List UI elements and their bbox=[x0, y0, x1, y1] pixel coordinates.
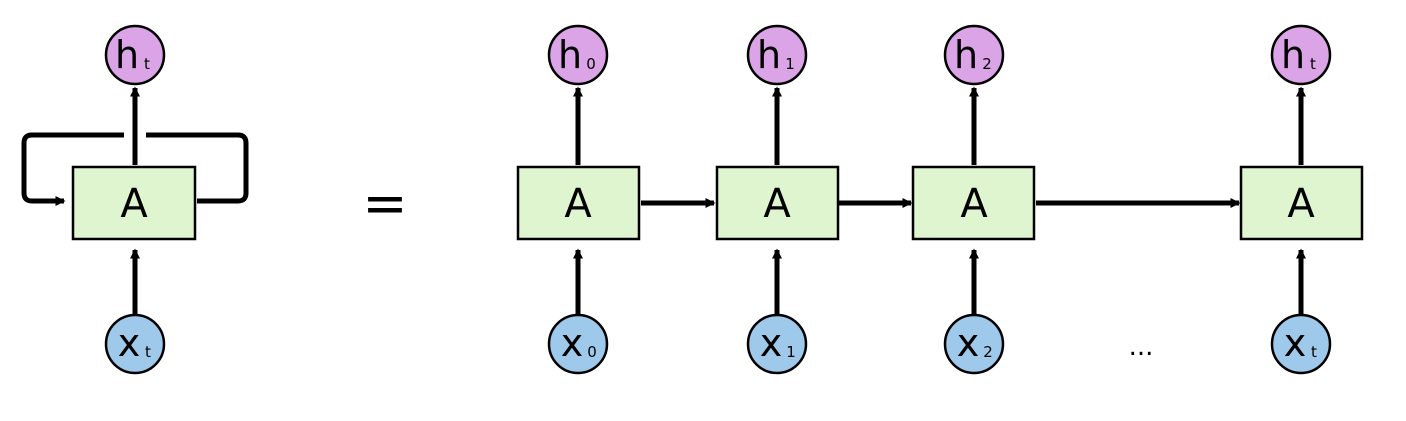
input-subscript: t bbox=[145, 343, 151, 361]
output-letter: h bbox=[115, 33, 139, 77]
output-node bbox=[943, 24, 1005, 86]
rnn-cell bbox=[71, 165, 197, 241]
rnn-cell bbox=[1239, 165, 1364, 241]
cell-label: A bbox=[1287, 181, 1315, 227]
output-subscript: 2 bbox=[982, 55, 992, 73]
output-subscript: t bbox=[1310, 55, 1316, 73]
output-node bbox=[1270, 24, 1332, 86]
output-letter: h bbox=[757, 33, 781, 77]
time-step-1: A h 1 x 1 bbox=[715, 24, 840, 375]
input-letter: x bbox=[760, 321, 783, 365]
input-letter: x bbox=[1284, 321, 1307, 365]
output-subscript: 1 bbox=[785, 55, 795, 73]
rolled-rnn: A h t x t bbox=[21, 24, 249, 375]
input-subscript: 0 bbox=[587, 343, 597, 361]
input-subscript: 2 bbox=[983, 343, 993, 361]
svg-text:h: h bbox=[115, 33, 139, 77]
rnn-cell bbox=[911, 165, 1036, 241]
output-letter: h bbox=[558, 33, 582, 77]
output-node bbox=[746, 24, 808, 86]
rnn-cell bbox=[516, 165, 641, 241]
input-node bbox=[547, 313, 609, 375]
input-subscript: 1 bbox=[786, 343, 796, 361]
input-node bbox=[943, 313, 1005, 375]
cell-label: A bbox=[960, 181, 988, 227]
input-letter: x bbox=[118, 321, 141, 365]
cell-label: A bbox=[763, 181, 791, 227]
time-step-t: A h t x t bbox=[1239, 24, 1364, 375]
rnn-cell bbox=[715, 165, 840, 241]
cell-label: A bbox=[564, 181, 592, 227]
input-subscript: t bbox=[1311, 343, 1317, 361]
input-node bbox=[1270, 313, 1332, 375]
output-node: h t bbox=[104, 24, 166, 86]
input-node: x t bbox=[104, 313, 166, 375]
input-letter: x bbox=[957, 321, 980, 365]
unrolled-rnn: A h 0 x 0 A h 1 x 1 A h bbox=[516, 24, 1364, 375]
equals-sign: = bbox=[362, 172, 407, 235]
input-letter: x bbox=[561, 321, 584, 365]
input-node bbox=[746, 313, 808, 375]
ellipsis: ... bbox=[1129, 332, 1154, 362]
output-subscript: t bbox=[144, 55, 150, 73]
time-step-0: A h 0 x 0 bbox=[516, 24, 641, 375]
time-step-2: A h 2 x 2 bbox=[911, 24, 1036, 375]
output-subscript: 0 bbox=[586, 55, 596, 73]
output-letter: h bbox=[954, 33, 978, 77]
output-letter: h bbox=[1281, 33, 1305, 77]
output-node bbox=[547, 24, 609, 86]
cell-label: A bbox=[120, 181, 148, 227]
